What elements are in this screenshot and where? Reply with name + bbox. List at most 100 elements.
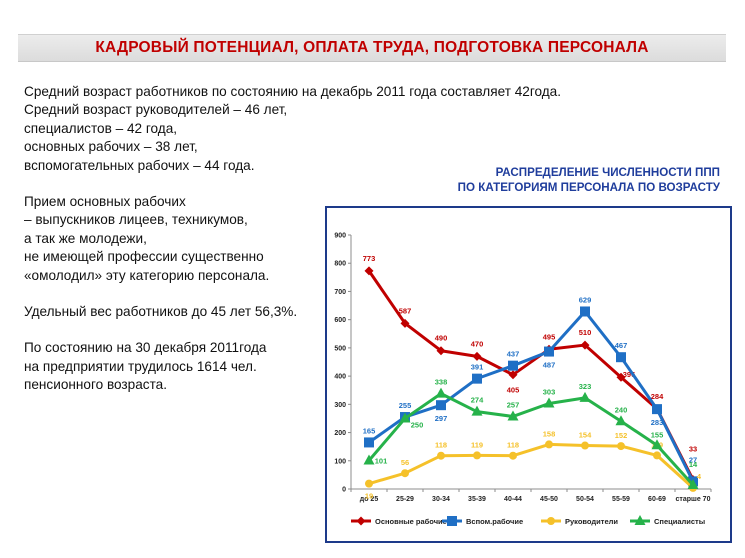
data-point — [436, 400, 446, 411]
y-tick-label: 100 — [334, 458, 346, 465]
data-label: 338 — [435, 378, 448, 387]
data-point — [651, 439, 663, 450]
data-point — [365, 479, 373, 488]
data-point — [616, 352, 626, 363]
data-label: 773 — [363, 254, 376, 263]
y-tick-label: 0 — [342, 487, 346, 494]
data-point — [652, 404, 662, 415]
text-line: Средний возраст работников по состоянию … — [24, 84, 562, 99]
chart-heading: РАСПРЕДЕЛЕНИЕ ЧИСЛЕННОСТИ ППП ПО КАТЕГОР… — [410, 165, 720, 195]
data-point — [543, 397, 555, 408]
y-tick-label: 600 — [334, 317, 346, 324]
data-label: 14 — [689, 460, 698, 469]
data-label: 255 — [399, 401, 412, 410]
series-line-3 — [367, 442, 695, 490]
x-tick-label: старше 70 — [676, 496, 711, 503]
data-point — [581, 441, 589, 450]
data-label: 158 — [543, 429, 556, 438]
data-point — [617, 442, 625, 451]
data-point — [616, 372, 626, 382]
x-tick-label: 25-29 — [396, 496, 414, 503]
data-label: 118 — [507, 441, 519, 450]
legend-label: Специалисты — [654, 517, 705, 526]
data-point — [580, 340, 590, 350]
y-tick-label: 400 — [334, 374, 346, 381]
body-text: Средний возраст работников по состоянию … — [24, 83, 624, 413]
text-line: Средний возраст руководителей – 46 лет, — [24, 102, 288, 118]
text-line: не имеющей профессии существенно — [24, 249, 264, 265]
data-label: 101 — [375, 456, 388, 465]
data-point — [435, 387, 447, 398]
text-line: Удельный вес работников до 45 лет 56,3%. — [24, 304, 298, 320]
data-label: 467 — [615, 341, 628, 350]
data-point — [472, 351, 482, 361]
data-label: 487 — [543, 361, 556, 370]
data-point — [471, 405, 483, 416]
data-point — [436, 346, 446, 356]
data-point — [472, 373, 482, 384]
series-line-1 — [367, 269, 695, 482]
data-label: 490 — [435, 334, 448, 343]
data-label: 250 — [411, 420, 424, 429]
text-line: вспомогательных рабочих – 44 года. — [24, 157, 255, 173]
text-line: специалистов – 42 года, — [24, 120, 178, 136]
data-point — [580, 306, 590, 317]
data-label: 510 — [579, 328, 592, 337]
data-label: 240 — [615, 405, 628, 414]
legend-label: Основные рабочие — [375, 517, 447, 526]
y-tick-label: 300 — [334, 402, 346, 409]
data-point — [364, 437, 374, 448]
data-label: 19 — [365, 492, 373, 501]
data-label: 155 — [651, 430, 664, 439]
data-label: 495 — [543, 332, 556, 341]
y-tick-label: 500 — [334, 345, 346, 352]
text-line: а так же молодежи, — [24, 230, 147, 246]
x-tick-label: 30-34 — [432, 496, 450, 503]
x-tick-label: 55-59 — [612, 496, 630, 503]
text-line: По состоянию на 30 декабря 2011года — [24, 340, 267, 356]
paragraph-pension: По состоянию на 30 декабря 2011года на п… — [24, 339, 624, 394]
chart-heading-line2: ПО КАТЕГОРИЯМ ПЕРСОНАЛА ПО ВОЗРАСТУ — [457, 181, 720, 194]
data-label: 396 — [623, 370, 636, 379]
data-label: 297 — [435, 414, 448, 423]
data-label: 284 — [651, 392, 664, 401]
data-point — [508, 370, 518, 380]
legend-label: Вспом.рабочие — [466, 517, 523, 526]
paragraph-share: Удельный вес работников до 45 лет 56,3%. — [24, 303, 624, 321]
chart-frame: 0 100 200 300 400 500 600 700 800 900 до 25 25-29 30… — [325, 206, 732, 543]
data-label: 56 — [401, 458, 409, 467]
y-tick-label: 200 — [334, 430, 346, 437]
data-point — [509, 451, 517, 460]
text-line: пенсионного возраста. — [24, 377, 167, 393]
title-bar: КАДРОВЫЙ ПОТЕНЦИАЛ, ОПЛАТА ТРУДА, ПОДГОТ… — [18, 34, 726, 62]
age-distribution-chart: 0 100 200 300 400 500 600 700 800 900 до 25 25-29 30… — [334, 233, 712, 526]
data-label: 118 — [435, 441, 447, 450]
legend-marker — [447, 516, 457, 526]
data-point — [507, 410, 519, 421]
data-label: 629 — [579, 295, 592, 304]
y-tick-label: 700 — [334, 289, 346, 296]
y-tick-label: 800 — [334, 261, 346, 268]
data-point — [545, 440, 553, 449]
legend-marker — [356, 516, 366, 526]
data-label: 33 — [689, 445, 697, 454]
data-label: 165 — [363, 426, 376, 435]
chart-heading-line1: РАСПРЕДЕЛЕНИЕ ЧИСЛЕННОСТИ ППП — [495, 166, 720, 179]
data-label: 303 — [543, 387, 556, 396]
data-label: 274 — [471, 396, 484, 405]
data-label: 587 — [399, 306, 412, 315]
data-point — [687, 479, 699, 490]
legend-label: Руководители — [565, 517, 618, 526]
x-tick-label: до 25 — [360, 496, 379, 503]
text-line: на предприятии трудилось 1614 чел. — [24, 358, 257, 374]
data-point — [653, 451, 661, 460]
data-label: 119 — [471, 440, 483, 449]
x-tick-label: 50-54 — [576, 496, 594, 503]
y-tick-label: 900 — [334, 233, 346, 240]
legend-marker — [547, 517, 555, 525]
data-label: 470 — [471, 339, 484, 348]
series-line-4 — [367, 392, 695, 487]
page-title: КАДРОВЫЙ ПОТЕНЦИАЛ, ОПЛАТА ТРУДА, ПОДГОТ… — [95, 39, 649, 56]
text-line: «омолодил» эту категорию персонала. — [24, 267, 270, 283]
legend-marker — [634, 515, 646, 525]
